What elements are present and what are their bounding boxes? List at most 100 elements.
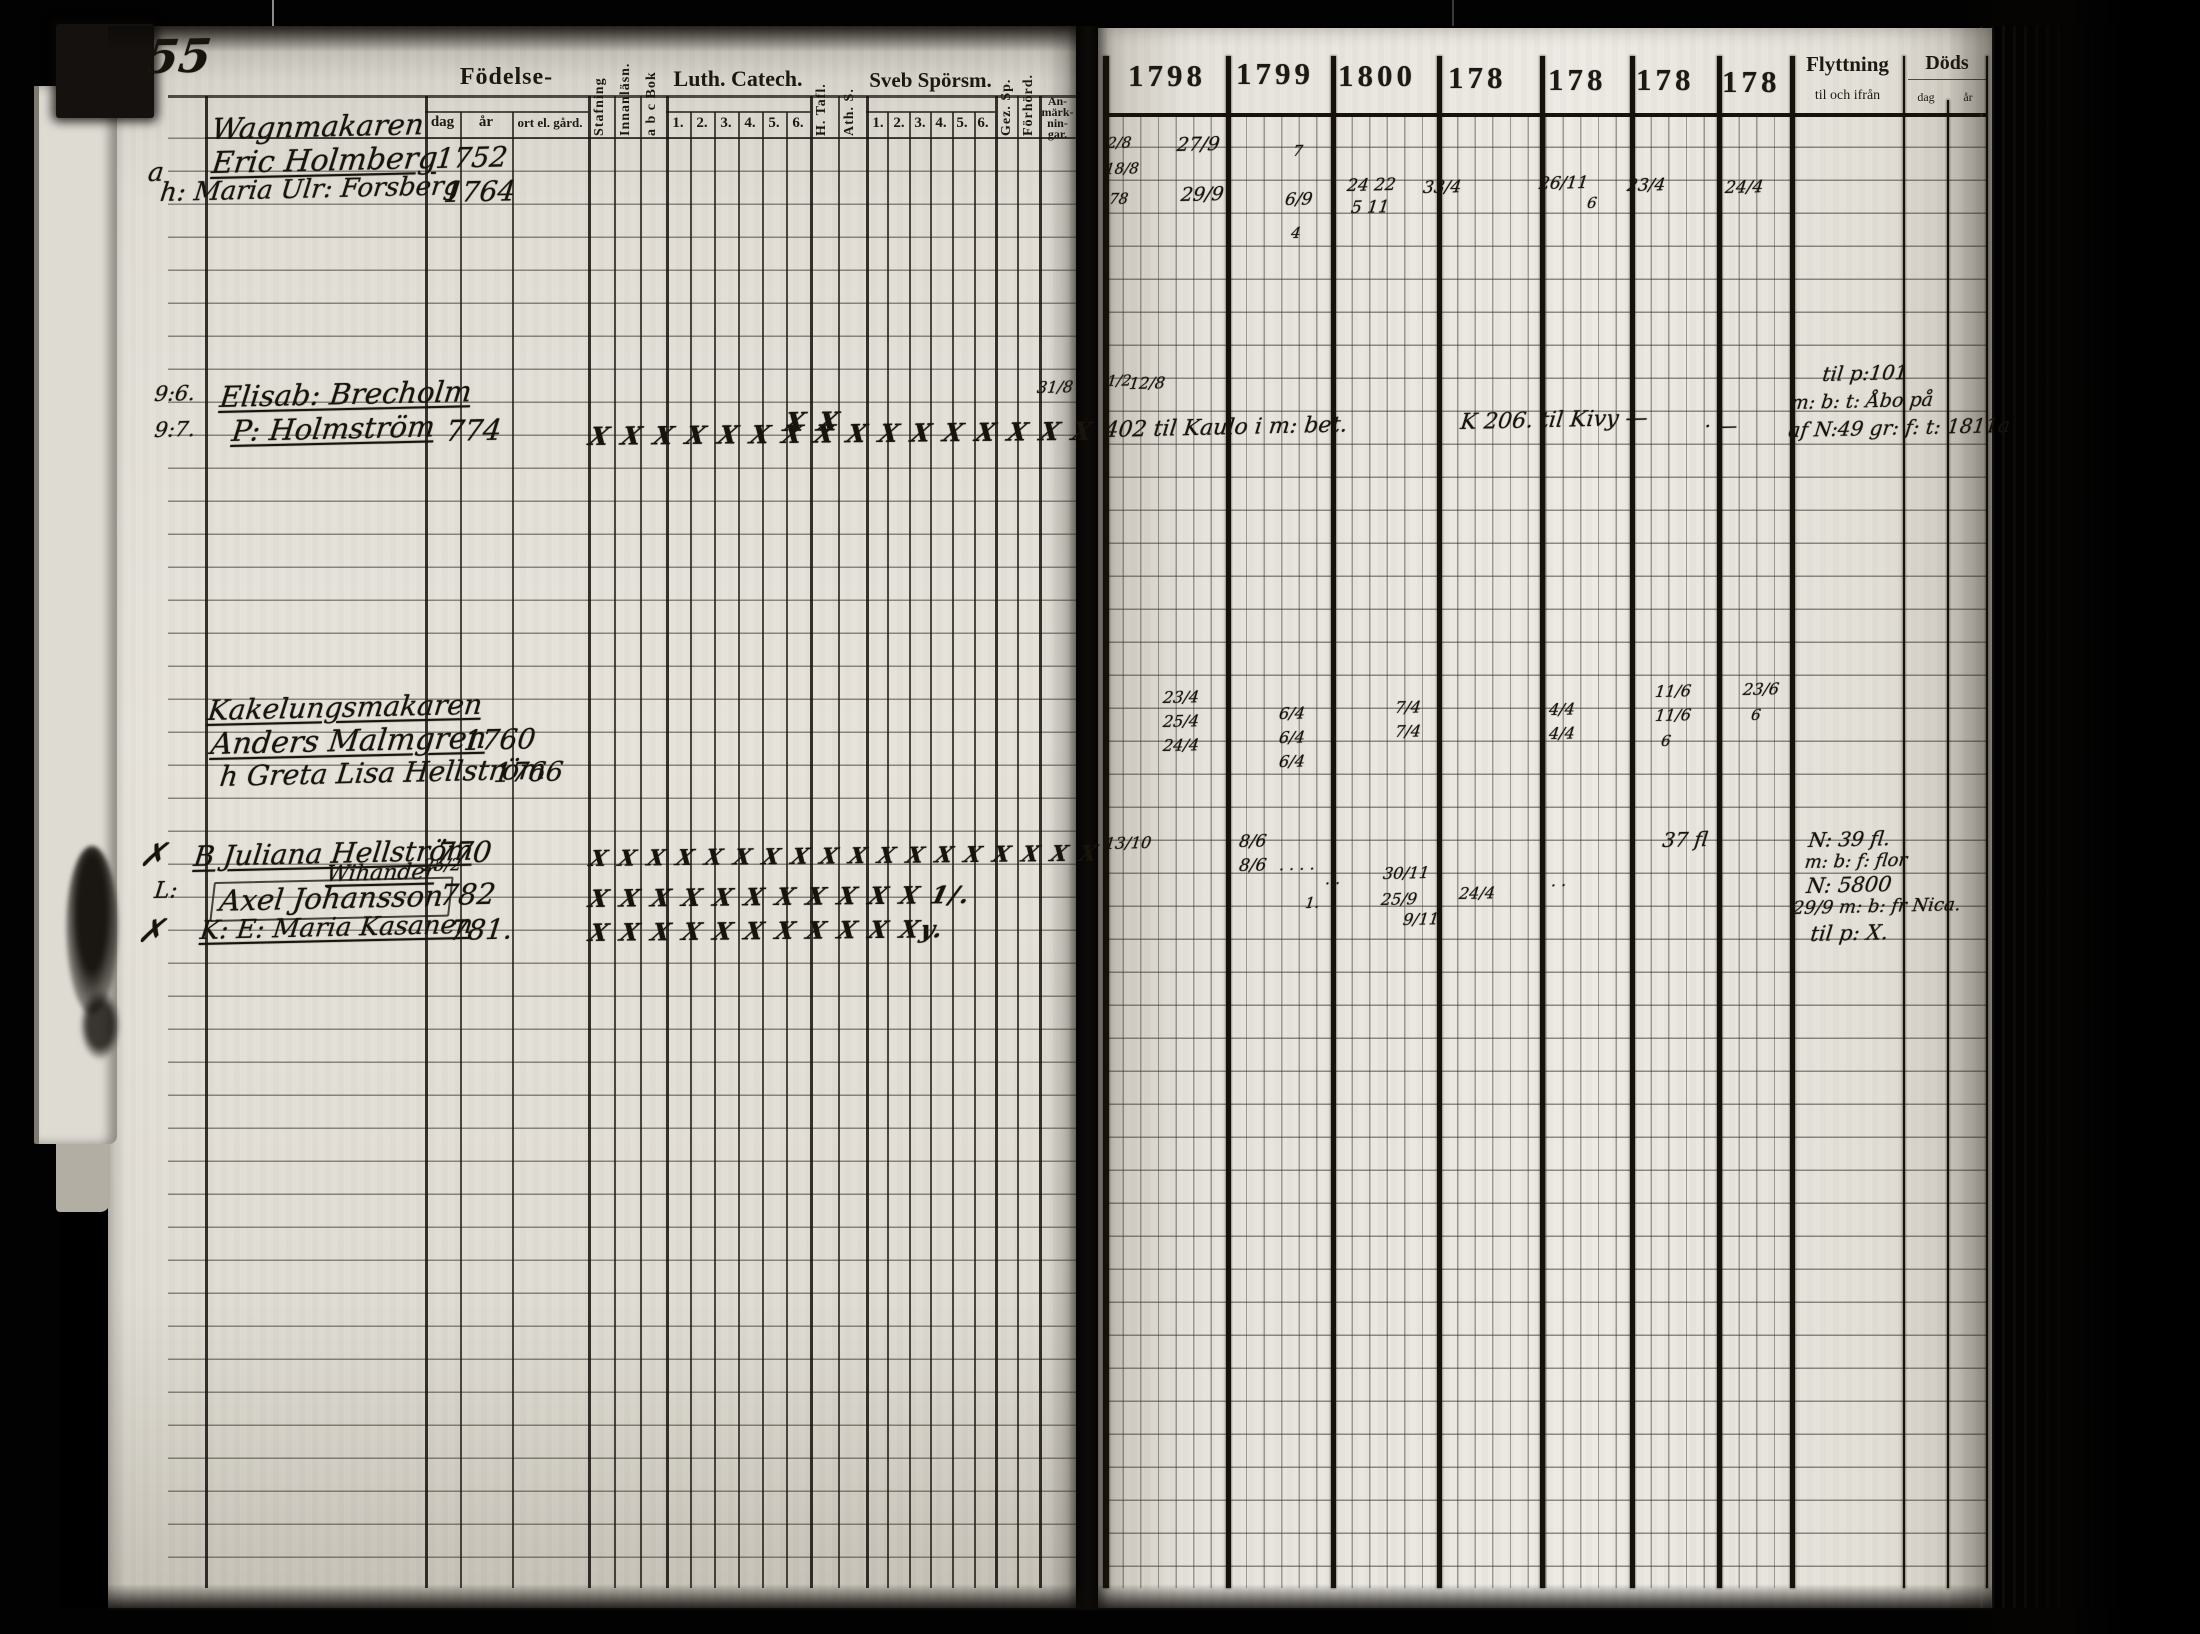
year-1800: 1800: [1338, 58, 1416, 93]
header-h-tafl: H. Tafl.: [814, 83, 829, 136]
birthyear-greta-lisa-hellstrom: 1766: [492, 756, 565, 789]
mark: 6/4: [1277, 703, 1307, 723]
left-table-top-rule: [168, 95, 1076, 98]
mark: 1.: [1304, 893, 1321, 912]
dots: · ·: [1549, 875, 1568, 895]
grid-vline: [887, 112, 889, 1588]
note-mbf-flor: m: b: f: flor: [1803, 849, 1909, 873]
grid-vline-heavy: [1226, 56, 1231, 1588]
mark: 9/11: [1401, 909, 1441, 929]
mark: 11/6: [1653, 681, 1693, 701]
mark: 6/4: [1277, 751, 1307, 771]
year-178: 178: [1722, 64, 1781, 99]
grid-vline: [974, 112, 976, 1588]
communion-marks-maria: X X X X X X X X X X Xy.: [586, 914, 948, 947]
note-n39: N: 39 fl.: [1807, 826, 1892, 852]
name-elisab-brecholm: Elisab: Brecholm: [217, 374, 474, 414]
dots: · ·: [1323, 873, 1342, 893]
note-af-n49: af N:49 gr: f: t: 1811a: [1787, 412, 2012, 442]
header-fodelse-ar: år: [478, 114, 494, 130]
grid-vline-heavy: [1331, 56, 1336, 1588]
margin-cross: ✗: [135, 911, 167, 950]
mark-37fl: 37 fl: [1661, 826, 1710, 852]
mark: 26/11: [1537, 172, 1590, 194]
mark: 24/4: [1723, 177, 1765, 198]
grid-vline: [1017, 96, 1019, 1588]
film-scratch: [272, 0, 274, 26]
mark: 23/4: [1625, 175, 1667, 196]
date-25-2: 25/2: [421, 855, 463, 876]
mark: 7/4: [1393, 721, 1423, 741]
note-til-p101: til p:101: [1821, 360, 1910, 386]
grid-vline: [930, 112, 932, 1588]
mark: 23/4: [1161, 687, 1201, 707]
grid-vline: [460, 112, 462, 1588]
grid-vline: [838, 96, 840, 1588]
header-luth-catech: Luth. Catech.: [673, 66, 803, 91]
note-mbt-abo: m: b: t: Åbo på: [1789, 388, 1935, 414]
mark: 7/4: [1393, 697, 1423, 717]
grid-vline-heavy: [1717, 56, 1722, 1588]
birthyear-axel-johansson: 782: [437, 876, 498, 912]
annotation-flytt2: K 206. til Kivy —: [1459, 405, 1650, 435]
margin-mark: L:: [152, 877, 180, 904]
grid-vline: [205, 96, 208, 1588]
grid-vline: [425, 96, 428, 1588]
dots: · · · ·: [1277, 859, 1316, 879]
header-sveb-nums: 1. 2. 3. 4. 5. 6.: [872, 115, 989, 131]
mark: 4: [1290, 223, 1302, 242]
grid-vline-heavy: [1630, 56, 1635, 1588]
note-n5800: N: 5800: [1805, 872, 1894, 898]
grid-vline: [1039, 96, 1042, 1588]
mark: 29/9: [1179, 183, 1226, 206]
header-fodelse: Födelse-: [459, 64, 554, 90]
right-table-top-rule: [1103, 113, 1988, 117]
communion-marks-axel: X X X X X X X X X X X 1/.: [586, 880, 975, 913]
grid-vline: [714, 112, 716, 1588]
right-page: [1098, 28, 1992, 1608]
birthyear-eric-holmberg: 1752: [434, 140, 510, 175]
mark: 30/11: [1381, 862, 1431, 883]
mark-dash: · —: [1703, 413, 1739, 438]
header-innanlasn: Innanläsn.: [618, 62, 633, 136]
grid-vline-heavy: [1540, 56, 1545, 1588]
page-number: 55: [143, 28, 215, 84]
fodelse-title-rule: [425, 111, 588, 113]
mark: 6: [1660, 731, 1672, 750]
header-ath-s: Ath. S.: [842, 88, 857, 136]
margin-mark: 9:6.: [153, 381, 197, 406]
communion-marks-holmstrom: X X X X X X X X X X X X X X X X: [586, 416, 1098, 451]
grid-vline: [810, 96, 813, 1588]
mark: 18/8: [1104, 159, 1141, 178]
mark: 6: [1750, 705, 1762, 724]
mark: 4/4: [1547, 699, 1577, 719]
communion-marks-juliana: X X X X X X X X X X X X X X X X X X: [586, 840, 1102, 872]
header-forhord: Förhörd.: [1021, 73, 1036, 136]
grid-vline-heavy: [1437, 56, 1442, 1588]
film-edge-bottom: [0, 1608, 2200, 1634]
mark-gez-sp: 31/8: [1035, 377, 1075, 397]
header-fodelse-dag: dag: [430, 114, 455, 130]
year-178: 178: [1448, 60, 1507, 95]
header-sveb-sporsm: Sveb Spörsm.: [869, 68, 992, 92]
mark: 2/8: [1106, 133, 1133, 152]
name-p-holmstrom: P: Holmström: [229, 409, 437, 448]
note-til-p: til p: X.: [1809, 920, 1890, 946]
birthyear-p-holmstrom: 774: [443, 412, 504, 448]
header-dods: Döds: [1925, 52, 1969, 74]
grid-vline: [666, 96, 669, 1588]
grid-vline: [614, 96, 616, 1588]
grid-vline: [588, 96, 591, 1588]
header-fodelse-ort: ort el. gård.: [517, 115, 583, 130]
mark: 25/4: [1161, 711, 1201, 731]
mark: 24/4: [1457, 883, 1497, 903]
grid-vline: [866, 96, 869, 1588]
mark: 13/10: [1103, 832, 1153, 853]
margin-mark: 9:7.: [153, 417, 197, 442]
header-dods-dag: dag: [1917, 90, 1935, 104]
right-edge-fade: [1948, 0, 2200, 1634]
header-flyttning-sub: til och ifrån: [1814, 88, 1881, 103]
header-flyttning: Flyttning: [1806, 52, 1889, 76]
grid-vline: [995, 96, 998, 1588]
mark: 6/4: [1277, 727, 1307, 747]
